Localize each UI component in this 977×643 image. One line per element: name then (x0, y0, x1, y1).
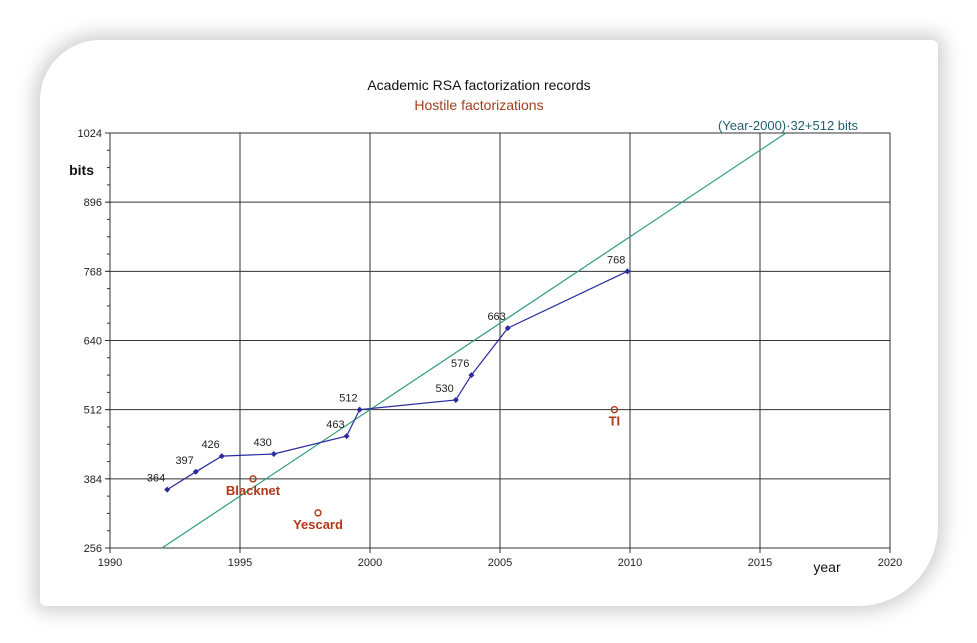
x-tick-label: 1990 (98, 557, 122, 569)
y-tick-label: 896 (84, 197, 102, 209)
series-line (166, 270, 628, 491)
data-label-663: 663 (487, 311, 505, 323)
hostile-marker-ti (610, 405, 619, 414)
x-tick-label: 2020 (878, 557, 902, 569)
y-tick-label: 256 (84, 543, 102, 555)
data-label-768: 768 (607, 254, 625, 266)
data-point-768 (624, 268, 631, 275)
data-label-576: 576 (451, 358, 469, 370)
data-point-530 (452, 396, 459, 403)
data-label-397: 397 (175, 455, 193, 467)
data-point-364 (164, 486, 171, 493)
data-point-576 (468, 372, 475, 379)
data-label-463: 463 (326, 419, 344, 431)
x-tick-label: 2015 (748, 557, 772, 569)
x-tick-label: 1995 (228, 557, 252, 569)
rsa-records-chart: Academic RSA factorization records Hosti… (69, 77, 903, 575)
tick-labels: 1990 1995 2000 2005 2010 2015 2020 256 384 512 640… (78, 128, 903, 569)
series-records: 364 397 426 430 463 512 530 576 663 768 (147, 254, 631, 493)
hostile-marker-yescard (314, 509, 322, 517)
y-tick-label: 768 (84, 266, 102, 278)
chart-subtitle: Hostile factorizations (414, 97, 543, 113)
trend-line-path (161, 132, 787, 549)
y-tick-label: 1024 (78, 128, 102, 140)
trend-line (161, 132, 787, 549)
hostile-label-blacknet: Blacknet (226, 483, 281, 498)
x-tick-label: 2010 (618, 557, 642, 569)
grid (105, 132, 891, 553)
hostile-points: Blacknet Yescard TI (226, 405, 621, 532)
x-tick-label: 2005 (488, 557, 512, 569)
data-label-430: 430 (253, 437, 271, 449)
data-point-512 (356, 406, 363, 413)
data-label-530: 530 (435, 383, 453, 395)
data-point-430 (270, 450, 277, 457)
y-tick-label: 384 (84, 474, 102, 486)
x-tick-label: 2000 (358, 557, 382, 569)
chart-title: Academic RSA factorization records (367, 77, 590, 93)
hostile-label-yescard: Yescard (293, 517, 343, 532)
hostile-label-ti: TI (609, 414, 621, 429)
data-point-397 (192, 468, 199, 475)
x-axis-label: year (813, 559, 841, 575)
data-label-364: 364 (147, 473, 165, 485)
trend-line-label: (Year-2000)·32+512 bits (718, 118, 859, 133)
data-label-426: 426 (201, 439, 219, 451)
y-axis-label: bits (69, 162, 94, 178)
chart-card: Academic RSA factorization records Hosti… (40, 40, 938, 606)
hostile-marker-blacknet (249, 475, 257, 483)
data-label-512: 512 (339, 393, 357, 405)
data-point-463 (343, 433, 350, 440)
data-point-663 (504, 325, 511, 332)
y-tick-label: 640 (84, 336, 102, 348)
data-point-426 (218, 453, 225, 460)
y-tick-label: 512 (84, 405, 102, 417)
